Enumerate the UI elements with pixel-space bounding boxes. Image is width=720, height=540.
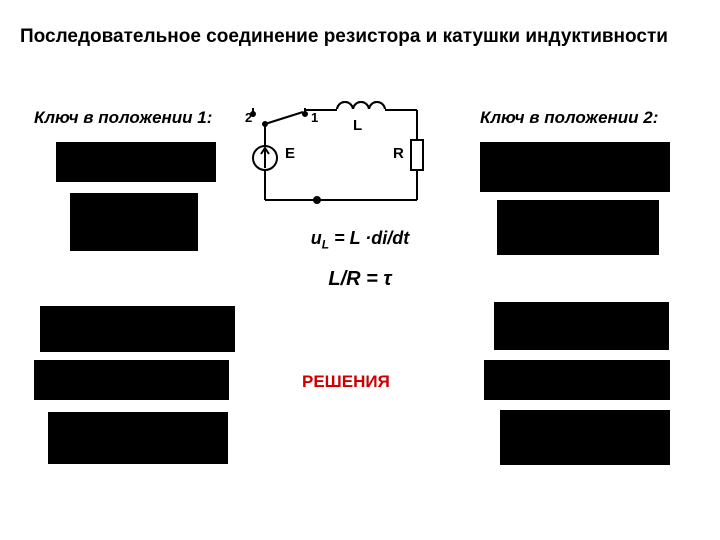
eq-uL-var: u [311,228,322,248]
circuit-diagram: 2 1 E L R [245,100,445,220]
solutions-heading: РЕШЕНИЯ [302,372,390,392]
inductor-label: L [353,117,362,134]
switch-pos1-label: 1 [311,110,318,125]
source-label: E [285,145,295,162]
right-redacted-1 [480,142,670,192]
left-column-heading: Ключ в положении 1: [34,108,212,128]
right-redacted-3 [494,302,669,350]
right-redacted-4 [484,360,670,400]
left-redacted-3 [40,306,235,352]
left-redacted-1 [56,142,216,182]
eq-uL-rest: = L ·di/dt [329,228,409,248]
switch-pos2-label: 2 [245,110,252,125]
page-title: Последовательное соединение резистора и … [0,26,720,48]
right-column-heading: Ключ в положении 2: [480,108,658,128]
left-redacted-2 [70,193,198,251]
right-redacted-2 [497,200,659,255]
equation-tau: L/R = τ [300,268,420,291]
equation-uL: uL = L ·di/dt [280,228,440,252]
left-redacted-5 [48,412,228,464]
eq-uL-sub: L [322,238,329,252]
resistor-label: R [393,145,404,162]
left-redacted-4 [34,360,229,400]
right-redacted-5 [500,410,670,465]
